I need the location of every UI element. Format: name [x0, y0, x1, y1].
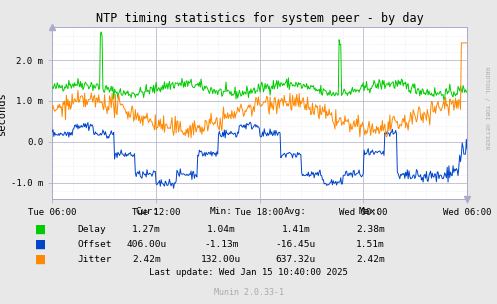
Text: 1.51m: 1.51m	[356, 240, 385, 249]
Text: Delay: Delay	[77, 225, 106, 234]
Text: 406.00u: 406.00u	[127, 240, 166, 249]
Text: Offset: Offset	[77, 240, 111, 249]
Text: ■: ■	[35, 238, 46, 251]
Text: 2.38m: 2.38m	[356, 225, 385, 234]
Text: 637.32u: 637.32u	[276, 254, 316, 264]
Y-axis label: seconds: seconds	[0, 92, 7, 135]
Text: Jitter: Jitter	[77, 254, 111, 264]
Text: 1.41m: 1.41m	[281, 225, 310, 234]
Text: RRDTOOL / TOBI OETIKER: RRDTOOL / TOBI OETIKER	[485, 67, 490, 149]
Text: Cur:: Cur:	[135, 207, 158, 216]
Text: 1.04m: 1.04m	[207, 225, 236, 234]
Text: Last update: Wed Jan 15 10:40:00 2025: Last update: Wed Jan 15 10:40:00 2025	[149, 268, 348, 277]
Text: 1.27m: 1.27m	[132, 225, 161, 234]
Text: 2.42m: 2.42m	[132, 254, 161, 264]
Text: Max:: Max:	[359, 207, 382, 216]
Text: 132.00u: 132.00u	[201, 254, 241, 264]
Text: -1.13m: -1.13m	[204, 240, 239, 249]
Text: -16.45u: -16.45u	[276, 240, 316, 249]
Text: Munin 2.0.33-1: Munin 2.0.33-1	[214, 288, 283, 298]
Title: NTP timing statistics for system peer - by day: NTP timing statistics for system peer - …	[96, 12, 423, 25]
Text: Min:: Min:	[210, 207, 233, 216]
Text: ■: ■	[35, 223, 46, 236]
Text: ■: ■	[35, 253, 46, 265]
Text: Avg:: Avg:	[284, 207, 307, 216]
Text: 2.42m: 2.42m	[356, 254, 385, 264]
